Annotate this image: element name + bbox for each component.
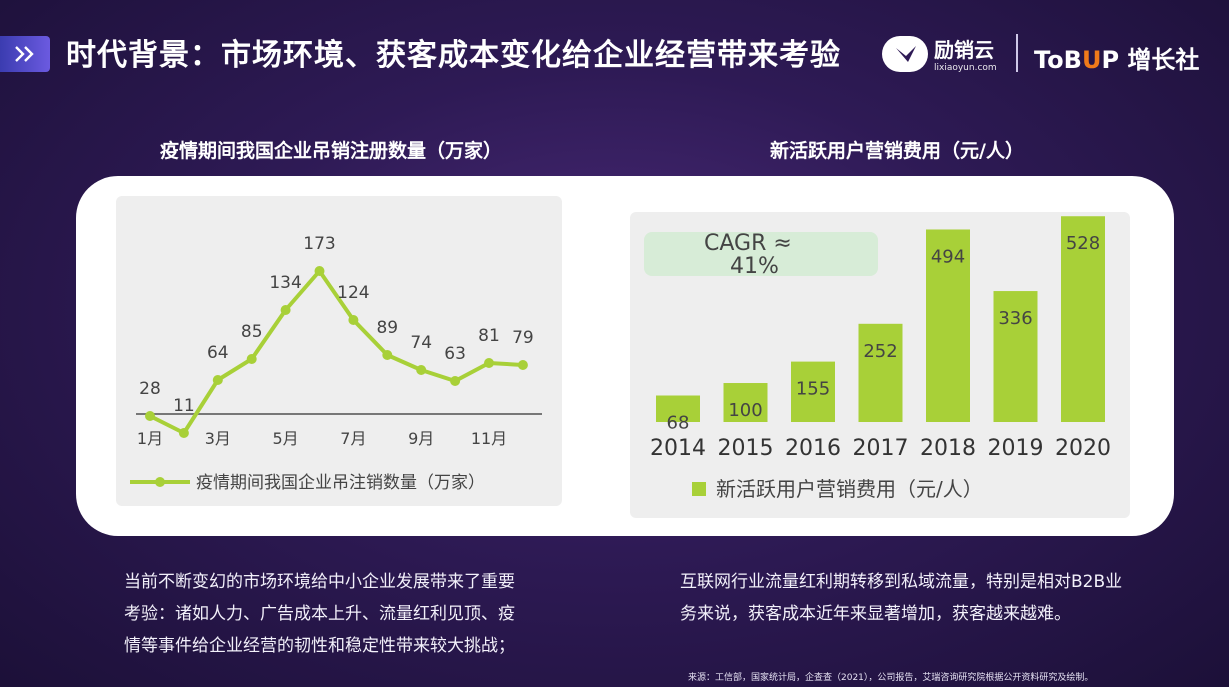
- logo-divider: [1016, 34, 1018, 72]
- bar-chart-panel: CAGR ≈ 41% 68 2014 100 2015 155 2016 252 2017 49…: [630, 212, 1130, 518]
- lixiaoyun-logo: 励销云 lixiaoyun.com: [882, 34, 997, 73]
- data-label: 528: [1066, 233, 1100, 254]
- x-tick-label: 7月: [340, 429, 366, 448]
- right-paragraph: 互联网行业流量红利期转移到私域流量，特别是相对B2B业 务来说，获客成本近年来显…: [680, 566, 1122, 630]
- cloud-icon: [882, 35, 928, 72]
- left-paragraph-line: 当前不断变幻的市场环境给中小企业发展带来了重要: [124, 572, 515, 592]
- data-label: 336: [998, 308, 1032, 329]
- bar: [656, 395, 700, 422]
- data-label: 68: [667, 413, 690, 434]
- x-tick-label: 2020: [1055, 436, 1111, 461]
- charts-card: 28 11 64 85 134 173 124 89 74 63 81 79 1月 3月 5月 7月 9月 11月…: [76, 176, 1174, 536]
- data-point: [145, 411, 155, 421]
- legend-swatch: [692, 482, 706, 496]
- data-label: 124: [337, 283, 369, 303]
- data-label: 74: [410, 333, 432, 353]
- data-label: 28: [139, 379, 161, 399]
- data-point: [348, 315, 359, 325]
- right-chart-subtitle: 新活跃用户营销费用（元/人）: [770, 140, 1024, 162]
- data-label: 11: [173, 396, 195, 416]
- right-paragraph-line: 互联网行业流量红利期转移到私域流量，特别是相对B2B业: [680, 572, 1123, 592]
- data-point: [382, 350, 393, 360]
- data-label: 494: [931, 246, 965, 267]
- cagr-box: CAGR ≈ 41%: [644, 231, 878, 279]
- x-tick-label: 3月: [205, 429, 231, 448]
- left-paragraph-line: 考验：诸如人力、广告成本上升、流量红利见顶、疫: [124, 604, 515, 624]
- left-paragraph: 当前不断变幻的市场环境给中小企业发展带来了重要 考验：诸如人力、广告成本上升、流…: [124, 566, 515, 662]
- data-label: 134: [269, 273, 301, 293]
- x-tick-label: 5月: [273, 429, 299, 448]
- tobup-logo: ToBUP 增长社: [1034, 40, 1199, 75]
- legend-marker: [155, 477, 165, 487]
- logo2-part-b: P 增长社: [1101, 46, 1200, 74]
- data-point: [416, 365, 427, 375]
- cagr-value: 41%: [730, 254, 779, 279]
- left-chart-subtitle: 疫情期间我国企业吊销注册数量（万家）: [160, 140, 503, 162]
- data-point: [450, 376, 461, 386]
- bar: [858, 323, 903, 422]
- x-tick-label: 2018: [920, 436, 976, 461]
- line-chart-panel: 28 11 64 85 134 173 124 89 74 63 81 79 1月 3月 5月 7月 9月 11月…: [116, 196, 562, 506]
- x-tick-label: 11月: [471, 429, 507, 448]
- left-paragraph-line: 情等事件给企业经营的韧性和稳定性带来较大挑战；: [124, 636, 515, 656]
- x-tick-label: 9月: [408, 429, 434, 448]
- data-point: [212, 375, 223, 385]
- source-note: 来源：工信部，国家统计局，企查查（2021），公司报告，艾瑞咨询研究院根据公开资…: [688, 673, 1094, 683]
- data-label: 89: [376, 318, 398, 338]
- data-label: 63: [444, 344, 466, 364]
- logo1-name: 励销云: [934, 38, 994, 62]
- data-label: 81: [478, 326, 500, 346]
- data-label: 173: [303, 234, 335, 254]
- bar: [1061, 216, 1105, 422]
- logo2-part-u: U: [1081, 46, 1102, 74]
- series-line: [149, 269, 524, 435]
- data-point: [484, 358, 494, 368]
- logo2-part-a: ToB: [1034, 46, 1082, 74]
- data-label: 252: [863, 341, 897, 362]
- bar: [926, 229, 970, 422]
- x-tick-label: 2016: [785, 436, 841, 461]
- x-tick-label: 2019: [988, 436, 1044, 461]
- data-label: 155: [796, 379, 830, 400]
- bar: [993, 291, 1038, 422]
- legend-label: 新活跃用户营销费用（元/人）: [716, 477, 983, 501]
- page-title: 时代背景：市场环境、获客成本变化给企业经营带来考验: [66, 38, 841, 73]
- data-point: [178, 428, 189, 438]
- data-label: 85: [241, 322, 263, 342]
- logo1-url: lixiaoyun.com: [934, 63, 997, 73]
- data-label: 64: [207, 343, 229, 363]
- data-point: [314, 266, 325, 276]
- data-point: [246, 354, 257, 364]
- right-paragraph-line: 务来说，获客成本近年来显著增加，获客越来越难。: [680, 604, 1071, 624]
- x-tick-label: 2014: [650, 436, 706, 461]
- data-point: [517, 360, 528, 370]
- bar: [723, 383, 768, 422]
- data-label: 79: [512, 328, 534, 348]
- x-tick-label: 2015: [718, 436, 774, 461]
- x-tick-label: 1月: [137, 429, 163, 448]
- cagr-label: CAGR ≈: [704, 231, 792, 256]
- data-point: [280, 305, 291, 315]
- legend-label: 疫情期间我国企业吊注销数量（万家）: [196, 473, 485, 493]
- chevron-right-icon: [0, 36, 50, 72]
- data-label: 100: [728, 400, 762, 421]
- x-tick-label: 2017: [853, 436, 909, 461]
- bar: [791, 361, 835, 422]
